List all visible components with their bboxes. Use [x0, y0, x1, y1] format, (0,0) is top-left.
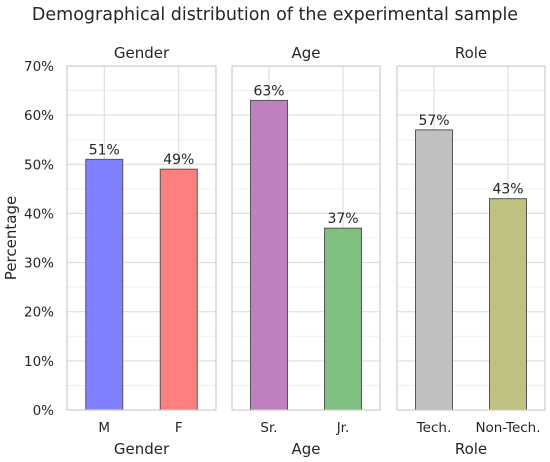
bar-value-label: 37% — [327, 211, 358, 227]
bar-f — [159, 168, 198, 411]
y-axis-ticks: 0% 10% 20% 30% 40% 50% 60% 70% — [24, 59, 54, 419]
x-tick-label: Jr. — [336, 420, 350, 436]
y-tick-label: 50% — [24, 157, 54, 173]
bar-m — [85, 158, 124, 411]
panel-frame — [396, 65, 546, 411]
x-tick-label: Tech. — [416, 420, 452, 436]
bar-tech — [415, 129, 453, 411]
bar-value-label: 51% — [89, 142, 120, 158]
panel-gender: 51% M 49% F Gender Gender — [66, 44, 217, 458]
panel-frame — [66, 65, 217, 411]
y-tick-label: 20% — [24, 305, 54, 321]
panel-title: Age — [291, 44, 320, 62]
x-axis-label: Age — [291, 440, 320, 458]
y-axis-label: Percentage — [2, 196, 20, 280]
chart-title: Demographical distribution of the experi… — [32, 5, 518, 25]
y-tick-label: 70% — [24, 59, 54, 75]
y-tick-label: 0% — [33, 403, 55, 419]
panel-frame — [231, 65, 381, 411]
y-tick-label: 40% — [24, 206, 54, 222]
panel-role: 57% Tech. 43% Non-Tech. Role Role — [396, 44, 546, 458]
chart-panels: 51% M 49% F Gender Gender 63% Sr. 37% Jr. Age Age 57… — [66, 44, 546, 458]
x-tick-label: Sr. — [260, 420, 277, 436]
x-tick-label: F — [175, 420, 183, 436]
bar-jr — [324, 227, 362, 411]
bar-value-label: 63% — [253, 83, 284, 99]
panel-age: 63% Sr. 37% Jr. Age Age — [231, 44, 381, 458]
panel-title: Role — [455, 44, 487, 62]
y-tick-label: 60% — [24, 108, 54, 124]
bar-value-label: 43% — [492, 182, 523, 198]
x-tick-label: M — [98, 420, 110, 436]
y-tick-label: 10% — [24, 354, 54, 370]
bar-sr — [250, 99, 288, 411]
bar-value-label: 57% — [418, 113, 449, 129]
bar-nontech — [489, 198, 527, 411]
panel-title: Gender — [114, 44, 170, 62]
y-tick-label: 30% — [24, 256, 54, 272]
bar-value-label: 49% — [163, 152, 194, 168]
x-tick-label: Non-Tech. — [475, 420, 540, 436]
x-axis-label: Gender — [114, 440, 170, 458]
x-axis-label: Role — [455, 440, 487, 458]
